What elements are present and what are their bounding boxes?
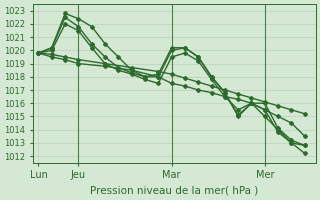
X-axis label: Pression niveau de la mer( hPa ): Pression niveau de la mer( hPa ) [90, 186, 259, 196]
